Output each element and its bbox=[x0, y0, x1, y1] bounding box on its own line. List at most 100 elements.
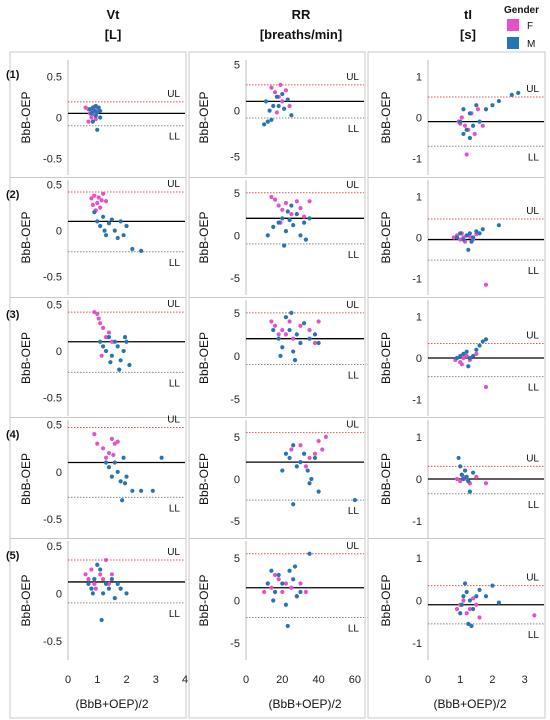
column-headers: Vt [L] RR [breaths/min] tI [s] bbox=[105, 7, 476, 42]
data-point-m bbox=[287, 568, 292, 573]
y-tick-label: -0.5 bbox=[43, 636, 62, 648]
data-point-m bbox=[496, 98, 501, 104]
data-point-m bbox=[98, 567, 103, 572]
column-frame bbox=[367, 51, 546, 719]
data-point-m bbox=[106, 465, 112, 470]
x-axis-label: (BbB+OEP)/2 bbox=[433, 697, 506, 711]
column-title: RR bbox=[292, 7, 311, 22]
data-point-f bbox=[272, 323, 278, 328]
data-point-f bbox=[312, 451, 318, 456]
y-tick-label: 1 bbox=[416, 312, 422, 324]
data-point-m bbox=[480, 339, 485, 344]
y-tick-label: -0.5 bbox=[43, 514, 62, 526]
data-point-m bbox=[89, 111, 94, 116]
gender-legend: Gender FM bbox=[504, 5, 539, 50]
data-point-m bbox=[466, 364, 471, 369]
data-point-m bbox=[120, 498, 125, 503]
data-point-f bbox=[269, 585, 274, 590]
data-point-m bbox=[127, 362, 132, 368]
data-point-f bbox=[92, 193, 97, 198]
data-point-f bbox=[103, 199, 109, 204]
data-point-f bbox=[307, 455, 312, 461]
data-point-f bbox=[90, 202, 95, 207]
data-point-m bbox=[109, 474, 114, 479]
data-point-f bbox=[101, 191, 106, 196]
data-point-m bbox=[307, 336, 312, 341]
panel-vt-3: -0.5 0 0.5 BbB-OEP UL LL bbox=[19, 415, 185, 538]
y-tick-label: -0.5 bbox=[43, 154, 62, 166]
ul-label: UL bbox=[526, 331, 539, 342]
data-point-m bbox=[115, 235, 120, 241]
data-point-f bbox=[289, 211, 294, 217]
data-point-f bbox=[98, 205, 103, 210]
data-point-m bbox=[106, 335, 112, 340]
data-point-f bbox=[287, 103, 292, 109]
data-point-f bbox=[532, 613, 537, 618]
y-tick-label: 5 bbox=[234, 188, 240, 200]
y-tick-label: 0.5 bbox=[47, 300, 62, 312]
ll-label: LL bbox=[528, 266, 540, 277]
data-point-m bbox=[109, 353, 114, 358]
data-point-f bbox=[454, 476, 460, 482]
data-point-m bbox=[280, 468, 285, 473]
data-point-f bbox=[92, 581, 97, 586]
data-point-f bbox=[95, 200, 100, 206]
data-point-m bbox=[283, 229, 289, 234]
data-point-m bbox=[269, 117, 274, 122]
panel-vt-4: -0.5 0 0.5 BbB-OEP UL LL 0 1 2 3 4 bbox=[19, 541, 188, 686]
data-point-m bbox=[92, 210, 97, 215]
x-tick-label: 3 bbox=[522, 674, 528, 686]
data-point-m bbox=[316, 340, 321, 346]
data-point-m bbox=[459, 472, 464, 477]
data-point-m bbox=[456, 455, 461, 461]
x-tick-label: 0 bbox=[243, 674, 249, 686]
ul-label: UL bbox=[167, 179, 180, 190]
data-point-f bbox=[272, 197, 278, 202]
panel-vt-2: -0.5 0 0.5 BbB-OEP UL LL bbox=[19, 299, 185, 416]
data-point-m bbox=[461, 107, 466, 112]
data-point-m bbox=[464, 474, 469, 479]
data-point-f bbox=[472, 131, 477, 137]
data-point-m bbox=[115, 581, 120, 586]
data-point-m bbox=[291, 443, 296, 448]
data-point-m bbox=[124, 223, 129, 229]
row-label: (2) bbox=[6, 189, 20, 201]
data-point-m bbox=[298, 460, 303, 465]
data-point-f bbox=[106, 330, 112, 335]
data-point-f bbox=[86, 576, 91, 582]
data-point-m bbox=[280, 216, 285, 221]
data-point-m bbox=[305, 468, 310, 473]
data-point-m bbox=[280, 581, 285, 586]
data-point-f bbox=[83, 572, 88, 577]
data-point-m bbox=[477, 231, 482, 236]
data-point-m bbox=[464, 233, 469, 238]
ul-label: UL bbox=[526, 573, 539, 584]
data-point-f bbox=[283, 332, 289, 337]
data-point-m bbox=[312, 332, 318, 337]
y-tick-label: 0 bbox=[234, 230, 240, 242]
ll-label: LL bbox=[528, 152, 540, 163]
data-point-m bbox=[92, 576, 97, 582]
data-point-f bbox=[316, 438, 321, 444]
data-point-m bbox=[265, 119, 270, 124]
data-point-f bbox=[96, 195, 101, 200]
data-point-m bbox=[352, 497, 358, 503]
data-point-m bbox=[458, 611, 463, 616]
data-point-m bbox=[301, 220, 307, 225]
data-point-m bbox=[150, 488, 155, 493]
y-tick-label: 5 bbox=[234, 432, 240, 444]
data-point-f bbox=[459, 115, 464, 120]
x-tick-label: 4 bbox=[182, 674, 188, 686]
panel-grid: -0.5 0 0.5 BbB-OEP UL LL -5 0 5 BbB-OEP UL LL -1 0 1 Bb… bbox=[9, 51, 546, 719]
y-axis-label: BbB-OEP bbox=[19, 574, 33, 626]
data-point-m bbox=[301, 451, 307, 456]
legend-swatch-f bbox=[507, 19, 519, 31]
data-point-f bbox=[269, 319, 274, 324]
data-point-f bbox=[461, 598, 466, 603]
data-point-m bbox=[103, 460, 109, 465]
data-point-f bbox=[475, 107, 481, 112]
y-tick-label: 0 bbox=[234, 596, 240, 608]
y-axis-label: BbB-OEP bbox=[379, 211, 393, 263]
y-tick-label: 5 bbox=[234, 308, 240, 320]
data-point-m bbox=[283, 602, 289, 607]
